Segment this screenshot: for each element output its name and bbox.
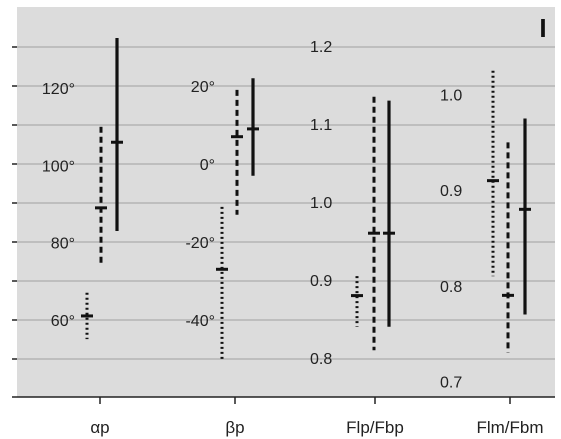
tick-label: 120° (42, 81, 75, 98)
tick-label: -20° (185, 235, 215, 252)
category-label: αp (90, 418, 109, 437)
range-marks (81, 38, 531, 359)
x-axis-ticks (12, 46, 511, 404)
category-label: Flm/Fbm (476, 418, 543, 437)
tick-label: 1.0 (310, 195, 332, 212)
category-labels: αp βp Flp/Fbp Flm/Fbm (90, 418, 543, 437)
tick-label: 1.2 (310, 39, 332, 56)
tick-label: 1.0 (440, 88, 462, 105)
tick-label: 80° (51, 236, 75, 253)
tick-label: 0.8 (440, 279, 462, 296)
tick-label: 0.7 (440, 374, 462, 391)
tick-label: 0.9 (440, 183, 462, 200)
tick-label: 100° (42, 158, 75, 175)
panel-label: I (539, 13, 546, 43)
category-label: Flp/Fbp (346, 418, 404, 437)
tick-label: 0.9 (310, 273, 332, 290)
tick-label: 1.1 (310, 117, 332, 134)
tick-labels: 60° 80° 100° 120° -40° -20° 0° 20° 0.8 0.9 1.0 1.1 1… (42, 39, 462, 391)
grid-lines (17, 46, 555, 360)
tick-label: 60° (51, 313, 75, 330)
tick-label: 0.8 (310, 351, 332, 368)
tick-label: 20° (191, 79, 215, 96)
tick-label: 0° (200, 157, 215, 174)
tick-label: -40° (185, 313, 215, 330)
plot-background (17, 7, 555, 397)
category-label: βp (225, 418, 244, 437)
